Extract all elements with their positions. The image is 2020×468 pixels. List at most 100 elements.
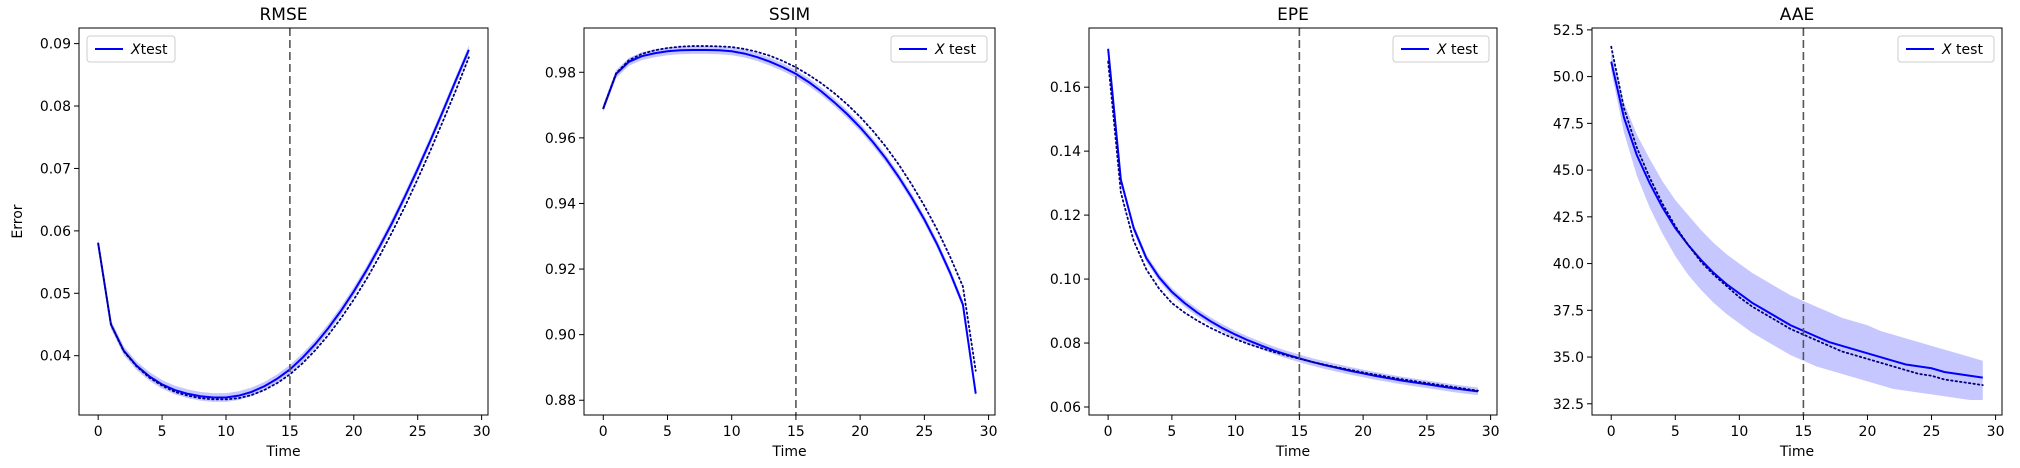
x-tick-label: 20 — [345, 424, 363, 440]
x-tick-label: 25 — [915, 424, 933, 440]
chart-title: RMSE — [259, 5, 307, 25]
axes-frame — [78, 27, 489, 416]
y-tick-label: 50.0 — [1553, 70, 1584, 86]
x-tick-label: 20 — [851, 424, 869, 440]
y-tick-label: 0.88 — [545, 393, 576, 409]
y-tick-label: 0.05 — [40, 286, 71, 302]
y-tick-label: 0.98 — [545, 65, 576, 81]
legend: Xtest — [86, 35, 176, 63]
series-line-x-test — [602, 48, 977, 394]
x-tick-label: 10 — [217, 424, 235, 440]
legend-box — [890, 35, 988, 63]
plot-area — [1107, 28, 1479, 415]
legend: X test — [1392, 35, 1490, 63]
legend-label: X test — [1941, 42, 1983, 58]
y-tick-label: 35.0 — [1553, 350, 1584, 366]
y-tick-label: 0.06 — [40, 224, 71, 240]
axes-frame — [1088, 27, 1498, 416]
x-tick-label: 10 — [723, 424, 741, 440]
confidence-band — [1108, 44, 1478, 396]
legend-label: X test — [1436, 42, 1478, 58]
series-line-dotted — [1107, 60, 1479, 392]
y-tick-label: 0.10 — [1050, 272, 1081, 288]
y-tick-label: 0.04 — [40, 349, 71, 365]
x-tick-label: 0 — [94, 424, 103, 440]
x-tick-label: 5 — [1671, 424, 1680, 440]
chart-panel-epe: 0 5 10 15 20 25 30 0.06 0.08 0.10 0.12 0.14 0.16 EPE T… — [1050, 5, 1500, 460]
x-tick-label: 30 — [473, 424, 491, 440]
axes-frame — [1591, 27, 2003, 416]
x-axis-label: Time — [265, 444, 300, 460]
chart-title: AAE — [1780, 5, 1814, 25]
chart-panel-rmse: 0 5 10 15 20 25 30 0.04 0.05 0.06 0.07 0.08 0.09 RMSE… — [10, 5, 491, 460]
x-tick-label: 25 — [1418, 424, 1436, 440]
axes-frame — [583, 27, 996, 416]
series-line-dotted — [97, 56, 470, 401]
x-tick-label: 5 — [1167, 424, 1176, 440]
legend: X test — [1897, 35, 1995, 63]
confidence-band — [603, 46, 976, 398]
x-axis-label: Time — [1275, 444, 1310, 460]
x-tick-label: 30 — [1482, 424, 1500, 440]
x-tick-label: 30 — [1987, 424, 2005, 440]
y-axis-label: Error — [10, 204, 26, 238]
x-tick-label: 5 — [663, 424, 672, 440]
x-tick-label: 0 — [1104, 424, 1113, 440]
legend-box — [86, 35, 176, 63]
x-tick-label: 15 — [787, 424, 805, 440]
plot-area — [602, 28, 977, 415]
x-tick-label: 10 — [1730, 424, 1748, 440]
legend: X test — [890, 35, 988, 63]
y-tick-label: 0.07 — [40, 161, 71, 177]
y-tick-label: 52.5 — [1553, 23, 1584, 39]
series-line-dotted — [602, 45, 977, 372]
legend-label: Xtest — [130, 42, 168, 58]
y-tick-label: 45.0 — [1553, 163, 1584, 179]
x-tick-label: 0 — [1607, 424, 1616, 440]
y-tick-label: 47.5 — [1553, 116, 1584, 132]
chart-panel-aae: 0 5 10 15 20 25 30 32.5 35.0 37.5 40.0 42.5 45.0 47.5… — [1553, 5, 2005, 460]
y-tick-label: 0.08 — [40, 99, 71, 115]
x-tick-label: 5 — [158, 424, 167, 440]
x-tick-label: 30 — [980, 424, 998, 440]
plot-area — [97, 28, 470, 415]
y-tick-label: 40.0 — [1553, 257, 1584, 273]
y-tick-label: 0.16 — [1050, 80, 1081, 96]
legend-box — [1392, 35, 1490, 63]
x-tick-label: 15 — [281, 424, 299, 440]
series-line-x-test — [97, 49, 470, 399]
x-tick-label: 20 — [1354, 424, 1372, 440]
x-tick-label: 15 — [1290, 424, 1308, 440]
confidence-band — [1611, 52, 1983, 401]
x-tick-label: 25 — [409, 424, 427, 440]
series-line-x-test — [1107, 48, 1479, 393]
chart-title: SSIM — [769, 5, 810, 25]
series-line-dotted — [1610, 45, 1984, 386]
y-tick-label: 0.14 — [1050, 144, 1081, 160]
x-tick-label: 15 — [1794, 424, 1812, 440]
y-tick-label: 0.09 — [40, 37, 71, 53]
y-tick-label: 0.06 — [1050, 400, 1081, 416]
x-tick-label: 10 — [1227, 424, 1245, 440]
chart-panel-ssim: 0 5 10 15 20 25 30 0.88 0.90 0.92 0.94 0.96 0.98 SSIM… — [545, 5, 998, 460]
x-tick-label: 25 — [1923, 424, 1941, 440]
y-tick-label: 32.5 — [1553, 397, 1584, 413]
y-tick-label: 0.08 — [1050, 336, 1081, 352]
legend-label: X test — [934, 42, 976, 58]
x-tick-label: 0 — [599, 424, 608, 440]
y-tick-label: 0.90 — [545, 328, 576, 344]
y-tick-label: 37.5 — [1553, 303, 1584, 319]
plot-area — [1610, 28, 1984, 415]
legend-box — [1897, 35, 1995, 63]
y-tick-label: 0.12 — [1050, 208, 1081, 224]
confidence-band — [98, 45, 469, 402]
x-tick-label: 20 — [1859, 424, 1877, 440]
chart-title: EPE — [1277, 5, 1309, 25]
x-axis-label: Time — [1779, 444, 1814, 460]
x-axis-label: Time — [771, 444, 806, 460]
series-line-x-test — [1610, 61, 1983, 379]
y-tick-label: 0.94 — [545, 196, 576, 212]
y-tick-label: 0.92 — [545, 262, 576, 278]
y-tick-label: 42.5 — [1553, 210, 1584, 226]
